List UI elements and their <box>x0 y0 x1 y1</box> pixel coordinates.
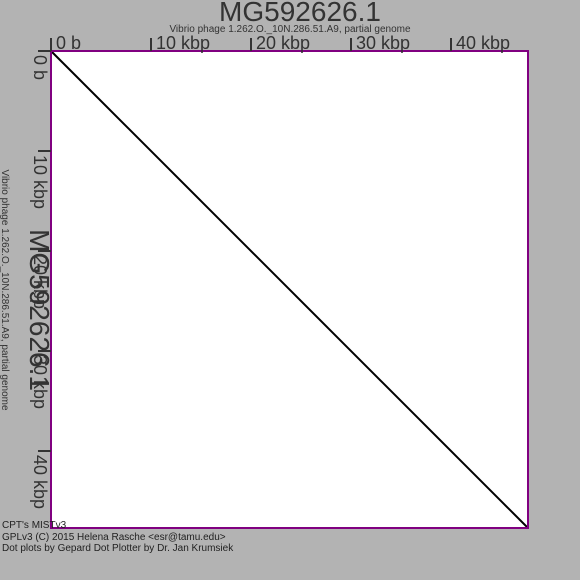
credit-line-3: Dot plots by Gepard Dot Plotter by Dr. J… <box>2 543 234 554</box>
x-axis-subtitle: Vibrio phage 1.262.O._10N.286.51.A9, par… <box>169 24 411 35</box>
x-tick-label: 40 kbp <box>456 33 510 53</box>
y-axis-subtitle: Vibrio phage 1.262.O._10N.286.51.A9, par… <box>0 169 10 411</box>
y-tick-label: 0 b <box>30 55 50 80</box>
alignment-layer <box>50 50 529 529</box>
x-tick-label: 20 kbp <box>256 33 310 53</box>
credit-line-2: GPLv3 (C) 2015 Helena Rasche <esr@tamu.e… <box>2 532 226 543</box>
y-axis-title: MG592626.1 <box>24 229 55 391</box>
y-axis-ticks: 0 b 10 kbp 20 kbp 30 kbp 40 kbp <box>30 50 51 509</box>
y-tick-label: 40 kbp <box>30 455 50 509</box>
x-axis-title: MG592626.1 <box>219 0 381 27</box>
credit-line-1: CPT's MISTv3 <box>2 520 67 531</box>
plot-frame <box>50 50 529 529</box>
y-tick-label: 20 kbp <box>30 255 50 309</box>
y-tick-label: 10 kbp <box>30 155 50 209</box>
alignment-line <box>50 50 529 529</box>
y-tick-label: 30 kbp <box>30 355 50 409</box>
x-tick-label: 10 kbp <box>156 33 210 53</box>
x-tick-label: 30 kbp <box>356 33 410 53</box>
x-axis-ticks: 0 b 10 kbp 20 kbp 30 kbp 40 kbp <box>50 33 510 53</box>
x-tick-label: 0 b <box>56 33 81 53</box>
